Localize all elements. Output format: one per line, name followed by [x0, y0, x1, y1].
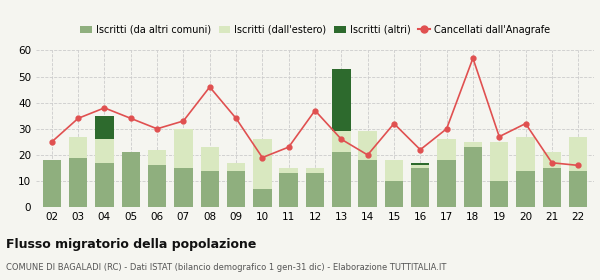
Bar — [174, 168, 193, 207]
Bar — [490, 142, 508, 181]
Bar — [332, 69, 350, 131]
Bar — [69, 137, 88, 158]
Bar — [569, 171, 587, 207]
Bar — [542, 152, 561, 168]
Bar — [174, 129, 193, 168]
Legend: Iscritti (da altri comuni), Iscritti (dall'estero), Iscritti (altri), Cancellati: Iscritti (da altri comuni), Iscritti (da… — [76, 21, 554, 39]
Bar — [148, 150, 166, 165]
Bar — [517, 137, 535, 171]
Bar — [227, 163, 245, 171]
Bar — [280, 168, 298, 173]
Bar — [358, 160, 377, 207]
Text: Flusso migratorio della popolazione: Flusso migratorio della popolazione — [6, 238, 256, 251]
Bar — [411, 168, 430, 207]
Bar — [306, 173, 324, 207]
Bar — [464, 142, 482, 147]
Bar — [464, 147, 482, 207]
Bar — [437, 160, 456, 207]
Bar — [385, 160, 403, 181]
Bar — [95, 116, 113, 139]
Bar — [411, 165, 430, 168]
Bar — [148, 165, 166, 207]
Bar — [490, 181, 508, 207]
Bar — [385, 181, 403, 207]
Bar — [306, 168, 324, 173]
Bar — [227, 171, 245, 207]
Bar — [542, 168, 561, 207]
Bar — [200, 147, 219, 171]
Bar — [69, 158, 88, 207]
Bar — [332, 131, 350, 152]
Bar — [569, 137, 587, 171]
Bar — [517, 171, 535, 207]
Bar — [43, 160, 61, 207]
Bar — [200, 171, 219, 207]
Bar — [122, 152, 140, 207]
Text: COMUNE DI BAGALADI (RC) - Dati ISTAT (bilancio demografico 1 gen-31 dic) - Elabo: COMUNE DI BAGALADI (RC) - Dati ISTAT (bi… — [6, 263, 446, 272]
Bar — [280, 173, 298, 207]
Bar — [411, 163, 430, 165]
Bar — [332, 152, 350, 207]
Bar — [358, 131, 377, 160]
Bar — [95, 139, 113, 163]
Bar — [253, 189, 272, 207]
Bar — [437, 139, 456, 160]
Bar — [253, 139, 272, 189]
Bar — [95, 163, 113, 207]
